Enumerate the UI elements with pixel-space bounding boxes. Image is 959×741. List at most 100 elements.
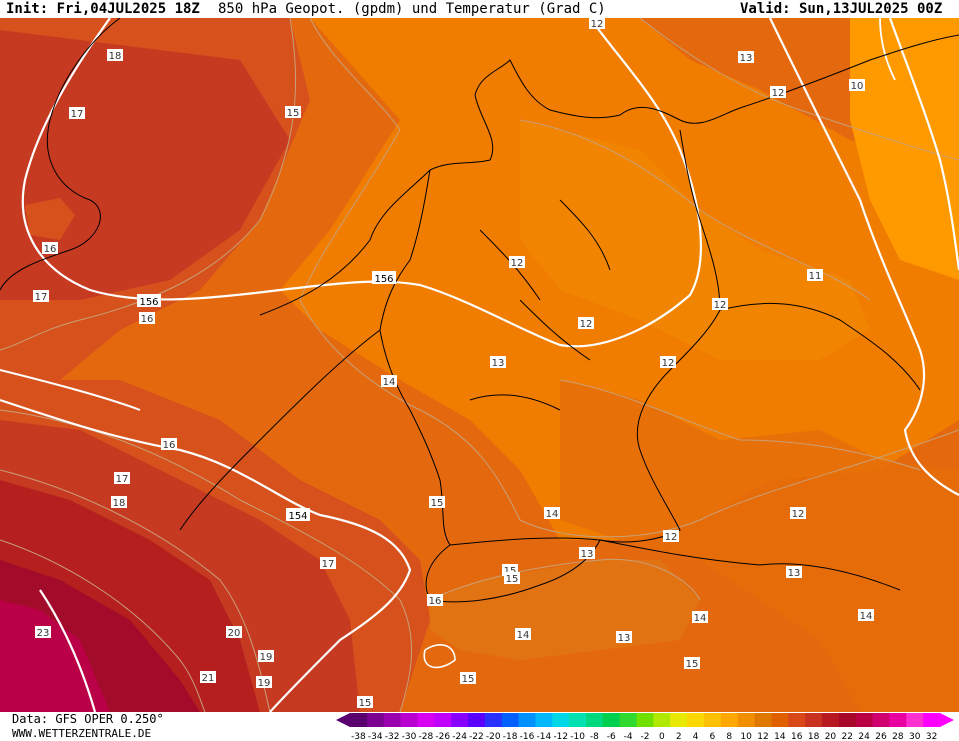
temp-zone-14-alps bbox=[430, 560, 700, 660]
temperature-label: 18 bbox=[111, 496, 127, 509]
geopotential-label: 156 bbox=[137, 294, 161, 308]
temperature-contours bbox=[0, 17, 959, 713]
svg-text:16: 16 bbox=[429, 596, 442, 607]
colorbar-swatch bbox=[822, 713, 840, 727]
init-time: Init: Fri,04JUL2025 18Z bbox=[6, 1, 200, 17]
temperature-label: 12 bbox=[589, 17, 605, 30]
svg-text:18: 18 bbox=[109, 51, 122, 62]
svg-text:12: 12 bbox=[662, 358, 675, 369]
temperature-label: 17 bbox=[69, 107, 85, 120]
france-border bbox=[179, 329, 381, 531]
colorbar-swatch bbox=[737, 713, 756, 727]
colorbar-min-arrow bbox=[336, 713, 350, 727]
temperature-label: 17 bbox=[114, 472, 130, 485]
colorbar-swatch bbox=[805, 713, 823, 727]
temperature-label: 12 bbox=[578, 317, 594, 330]
svg-text:11: 11 bbox=[809, 271, 822, 282]
temperature-label: 15 bbox=[285, 106, 301, 119]
website-link[interactable]: WWW.WETTERZENTRALE.DE bbox=[12, 727, 152, 740]
svg-text:14: 14 bbox=[546, 509, 559, 520]
svg-text:16: 16 bbox=[44, 244, 57, 255]
colorbar-tick-label: 0 bbox=[659, 732, 665, 741]
colorbar-swatch bbox=[704, 713, 722, 727]
geopot-154-contour bbox=[0, 398, 412, 713]
temperature-label: 12 bbox=[770, 86, 786, 99]
colorbar-swatch bbox=[569, 713, 587, 727]
colorbar-swatch bbox=[872, 713, 890, 727]
svg-text:19: 19 bbox=[258, 678, 271, 689]
colorbar-tick-label: 24 bbox=[858, 732, 870, 741]
colorbar-swatch bbox=[906, 713, 924, 727]
colorbar-tick-label: 8 bbox=[726, 732, 732, 741]
colorbar-tick-label: -18 bbox=[503, 732, 518, 741]
colorbar-swatch bbox=[484, 713, 503, 727]
geopot-east-contour-1 bbox=[769, 17, 959, 496]
colorbar-swatch bbox=[889, 713, 907, 727]
svg-text:14: 14 bbox=[694, 613, 707, 624]
colorbar-tick-label: 4 bbox=[693, 732, 699, 741]
colorbar-swatch bbox=[720, 713, 739, 727]
colorbar-tick-label: -6 bbox=[607, 732, 616, 741]
colorbar-tick-label: -16 bbox=[520, 732, 535, 741]
map-title: 850 hPa Geopot. (gpdm) und Temperatur (G… bbox=[218, 1, 606, 17]
temperature-fill bbox=[0, 0, 959, 712]
geopot-east-contour-3 bbox=[879, 17, 896, 81]
svg-text:14: 14 bbox=[383, 377, 396, 388]
svg-text:17: 17 bbox=[71, 109, 84, 120]
temperature-label: 16 bbox=[139, 312, 155, 325]
svg-text:15: 15 bbox=[686, 659, 699, 670]
temperature-label: 12 bbox=[790, 507, 806, 520]
colorbar-tick-label: 32 bbox=[926, 732, 937, 741]
uk-coast bbox=[0, 17, 121, 291]
svg-text:16: 16 bbox=[163, 440, 176, 451]
colorbar-swatch bbox=[670, 713, 688, 727]
svg-text:17: 17 bbox=[116, 474, 129, 485]
colorbar-tick-label: -4 bbox=[624, 732, 633, 741]
colorbar-tick-label: -38 bbox=[351, 732, 366, 741]
svg-text:16: 16 bbox=[141, 314, 154, 325]
colorbar-tick-label: -14 bbox=[537, 732, 552, 741]
svg-text:12: 12 bbox=[772, 88, 785, 99]
temperature-label: 18 bbox=[107, 49, 123, 62]
colorbar-tick-label: 20 bbox=[825, 732, 837, 741]
svg-text:15: 15 bbox=[504, 566, 517, 577]
temperature-label: 12 bbox=[712, 298, 728, 311]
colorbar-swatch bbox=[619, 713, 638, 727]
svg-text:21: 21 bbox=[202, 673, 215, 684]
svg-text:13: 13 bbox=[618, 633, 631, 644]
temperature-label: 15 bbox=[357, 696, 373, 709]
colorbar-swatch bbox=[586, 713, 604, 727]
svg-text:15: 15 bbox=[431, 498, 444, 509]
colorbar-tick-label: -12 bbox=[553, 732, 568, 741]
colorbar-swatch bbox=[602, 713, 621, 727]
data-source: Data: GFS OPER 0.250° bbox=[12, 712, 164, 726]
geopot-156-contour bbox=[21, 17, 703, 348]
colorbar-swatch bbox=[687, 713, 705, 727]
svg-text:19: 19 bbox=[260, 652, 273, 663]
colorbar-tick-label: -2 bbox=[641, 732, 650, 741]
colorbar-tick-label: 28 bbox=[892, 732, 904, 741]
temperature-label: 17 bbox=[320, 557, 336, 570]
svg-text:10: 10 bbox=[851, 81, 864, 92]
swiss-border bbox=[425, 539, 601, 603]
colorbar-swatch bbox=[771, 713, 789, 727]
colorbar-swatch bbox=[468, 713, 486, 727]
temperature-labels: 18 17 15 16 17 16 12 13 12 10 12 11 12 12 13 12 14 16 17 18… bbox=[33, 17, 874, 709]
colorbar-tick-label: 12 bbox=[757, 732, 768, 741]
geopot-sw-contour bbox=[39, 589, 97, 713]
geopotential-label: 156 bbox=[372, 271, 396, 285]
colorbar-swatch bbox=[552, 713, 570, 727]
temperature-label: 23 bbox=[35, 626, 51, 639]
colorbar-tick-label: -34 bbox=[368, 732, 383, 741]
colorbar-max-arrow bbox=[940, 713, 954, 727]
svg-text:156: 156 bbox=[139, 297, 158, 308]
colorbar-tick-label: 30 bbox=[909, 732, 921, 741]
svg-text:12: 12 bbox=[591, 19, 604, 30]
temp-zone-10 bbox=[850, 18, 959, 280]
temperature-label: 16 bbox=[427, 594, 443, 607]
svg-text:23: 23 bbox=[37, 628, 50, 639]
temperature-label: 13 bbox=[738, 51, 754, 64]
colorbar-tick-label: 6 bbox=[710, 732, 716, 741]
color-scale-bar: -38 -34 -32 -30 -28 -26 -24 -22 -20 -18 -16 -14 -12-… bbox=[336, 713, 954, 741]
temperature-label: 15 bbox=[429, 496, 445, 509]
